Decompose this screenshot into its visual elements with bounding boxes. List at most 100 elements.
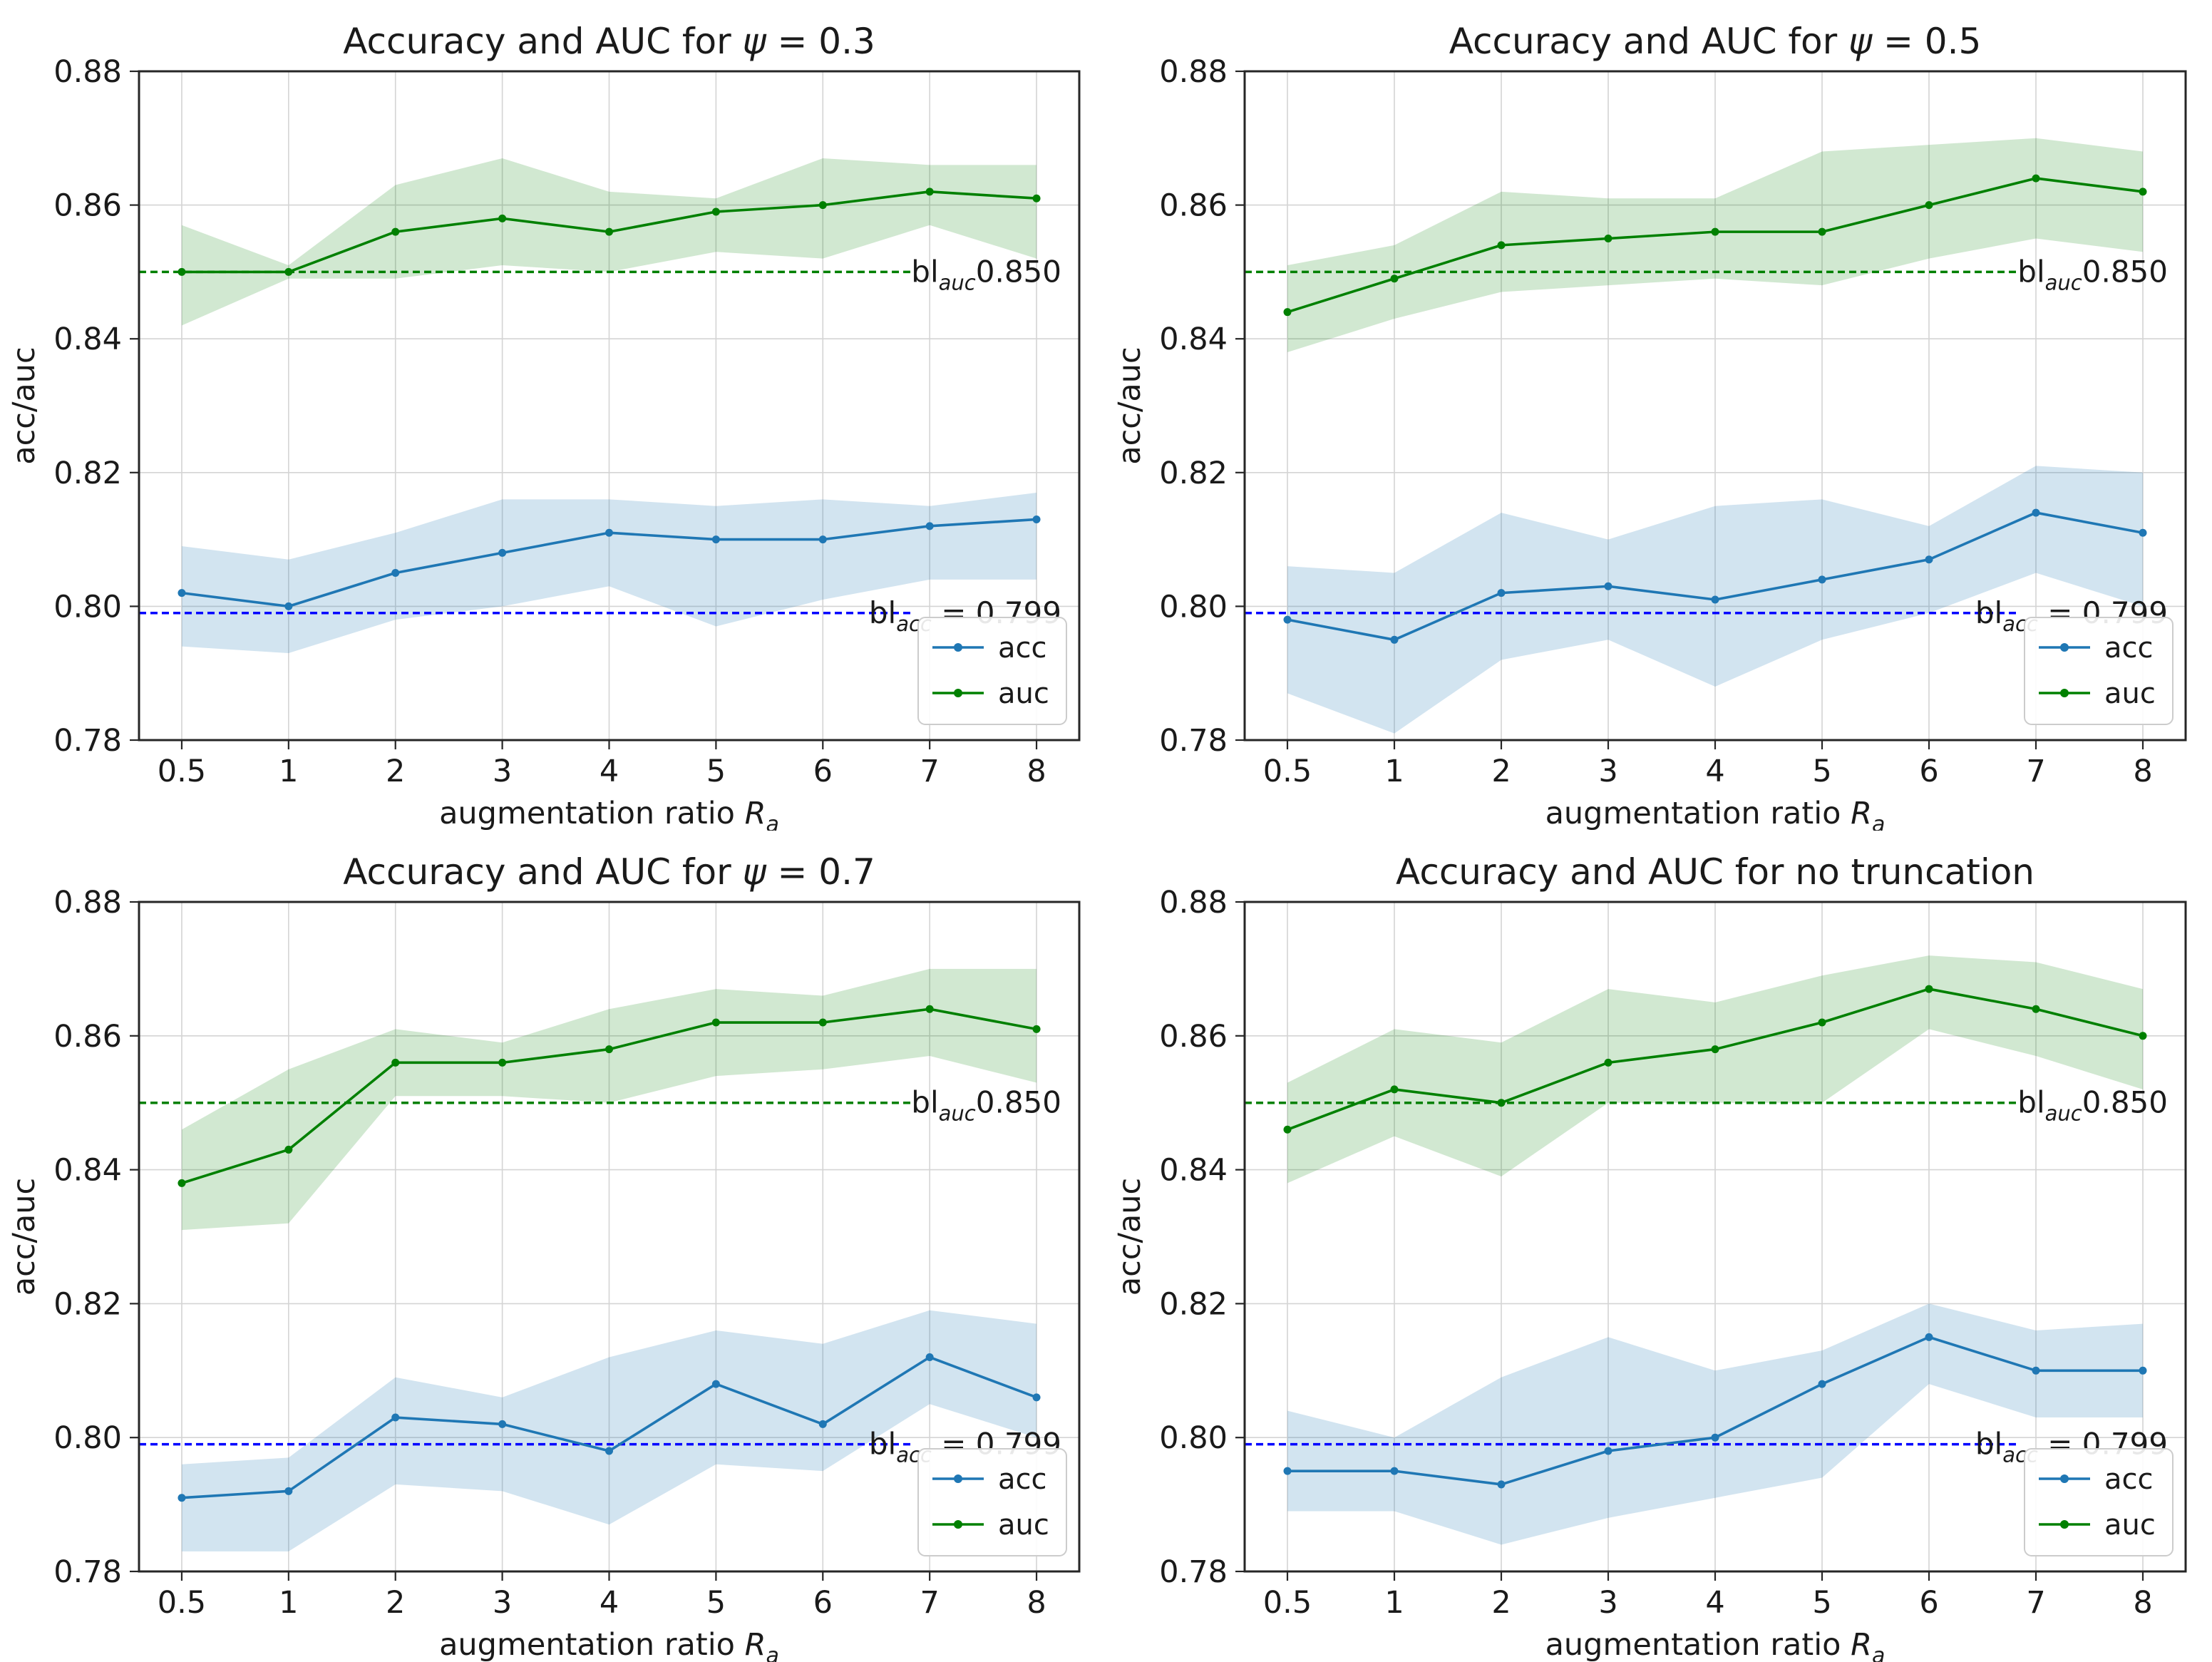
marker-acc: [1711, 595, 1719, 604]
marker-auc: [391, 227, 400, 236]
marker-acc: [2032, 508, 2040, 517]
y-tick-label: 0.80: [1159, 1420, 1228, 1456]
y-tick-label: 0.86: [53, 188, 122, 224]
marker-acc: [391, 569, 400, 577]
marker-acc: [1283, 615, 1292, 624]
marker-auc: [1497, 241, 1506, 250]
x-tick-label: 2: [386, 1585, 405, 1621]
marker-acc: [1283, 1467, 1292, 1475]
y-tick-label: 0.82: [53, 456, 122, 491]
legend-box: [2024, 617, 2174, 725]
baseline-label-auc: blauc0.850: [2017, 1085, 2168, 1126]
marker-acc: [605, 1447, 613, 1455]
marker-acc: [711, 1380, 720, 1388]
y-tick-label: 0.88: [1159, 54, 1228, 90]
marker-auc: [2139, 188, 2147, 196]
marker-auc: [2032, 174, 2040, 183]
y-tick-label: 0.78: [1159, 1554, 1228, 1590]
marker-acc: [1390, 635, 1399, 644]
ticks: 0.5 1 2 3 4 5 6 7 8 0.78 0.80 0.82 0.84 0.86 0.88: [53, 54, 1046, 789]
x-tick-label: 3: [1598, 754, 1617, 789]
x-tick-label: 1: [279, 754, 298, 789]
legend-marker: [2060, 643, 2069, 652]
legend-box: [2024, 1448, 2174, 1556]
legend-entry-acc: acc: [932, 1463, 1047, 1496]
x-tick-label: 4: [600, 1585, 619, 1621]
subplot-psi-0.7: blauc0.850 blacc = 0.799 0.5 1 2 3 4 5 6 7 8 0.78 0.…: [0, 831, 1106, 1662]
x-tick-label: 6: [813, 754, 833, 789]
x-tick-label: 4: [1705, 754, 1724, 789]
marker-acc: [925, 522, 934, 530]
y-axis-label: acc/auc: [1112, 1178, 1148, 1296]
y-tick-label: 0.82: [53, 1286, 122, 1322]
x-tick-label: 5: [706, 754, 726, 789]
marker-acc: [498, 1420, 507, 1428]
marker-acc: [284, 602, 293, 610]
legend-label: auc: [998, 1509, 1049, 1542]
marker-auc: [2032, 1005, 2040, 1013]
y-tick-label: 0.86: [1159, 1019, 1228, 1055]
y-tick-label: 0.78: [53, 1554, 122, 1590]
band-auc: [181, 158, 1037, 326]
marker-auc: [284, 1145, 293, 1154]
y-tick-label: 0.84: [53, 1153, 122, 1189]
x-tick-label: 7: [2026, 754, 2045, 789]
marker-acc: [391, 1413, 400, 1422]
legend-entry-auc: auc: [2039, 677, 2156, 710]
marker-auc: [818, 1018, 827, 1027]
y-tick-label: 0.84: [1159, 1153, 1228, 1189]
marker-acc: [178, 589, 186, 597]
marker-acc: [1390, 1467, 1399, 1475]
y-tick-label: 0.80: [53, 1420, 122, 1456]
marker-acc: [178, 1494, 186, 1502]
x-tick-label: 1: [1384, 1585, 1404, 1621]
marker-acc: [284, 1487, 293, 1495]
marker-auc: [605, 1045, 613, 1054]
marker-acc: [711, 535, 720, 544]
marker-acc: [1032, 1393, 1041, 1402]
marker-acc: [2032, 1366, 2040, 1375]
marker-auc: [178, 267, 186, 276]
y-tick-label: 0.80: [1159, 589, 1228, 625]
marker-auc: [2139, 1032, 2147, 1040]
chart-title: Accuracy and AUC for no truncation: [1396, 851, 2034, 893]
x-tick-label: 3: [493, 754, 512, 789]
legend-label: acc: [2104, 632, 2154, 665]
marker-acc: [925, 1353, 934, 1362]
band-auc: [1287, 138, 2143, 352]
baseline-label-auc: blauc0.850: [2017, 254, 2168, 294]
ticks: 0.5 1 2 3 4 5 6 7 8 0.78 0.80 0.82 0.84 0.86 0.88: [53, 885, 1046, 1621]
marker-auc: [284, 267, 293, 276]
marker-auc: [925, 188, 934, 196]
legend-entry-acc: acc: [2039, 632, 2154, 665]
y-tick-label: 0.88: [1159, 885, 1228, 920]
y-axis-label: acc/auc: [6, 347, 42, 464]
marker-acc: [1032, 515, 1041, 523]
marker-acc: [605, 528, 613, 537]
marker-auc: [1925, 201, 1933, 210]
legend-label: acc: [998, 1463, 1047, 1496]
marker-auc: [1711, 227, 1719, 236]
ticks: 0.5 1 2 3 4 5 6 7 8 0.78 0.80 0.82 0.84 0.86 0.88: [1159, 54, 2152, 789]
legend-entry-acc: acc: [932, 632, 1047, 665]
marker-auc: [1497, 1099, 1506, 1107]
legend-marker: [2060, 1520, 2069, 1529]
x-tick-label: 5: [1812, 754, 1831, 789]
chart-title: Accuracy and AUC for ψ = 0.3: [343, 21, 875, 62]
legend-label: acc: [2104, 1463, 2154, 1496]
marker-auc: [1390, 1085, 1399, 1094]
y-tick-label: 0.78: [1159, 723, 1228, 759]
x-tick-label: 0.5: [158, 754, 206, 789]
x-tick-label: 6: [1919, 754, 1938, 789]
y-tick-label: 0.80: [53, 589, 122, 625]
y-tick-label: 0.82: [1159, 1286, 1228, 1322]
marker-auc: [1604, 1058, 1612, 1067]
x-tick-label: 2: [1491, 754, 1511, 789]
legend: acc auc: [2024, 617, 2174, 725]
x-tick-label: 6: [1919, 1585, 1938, 1621]
legend-entry-auc: auc: [932, 677, 1049, 710]
marker-auc: [391, 1058, 400, 1067]
